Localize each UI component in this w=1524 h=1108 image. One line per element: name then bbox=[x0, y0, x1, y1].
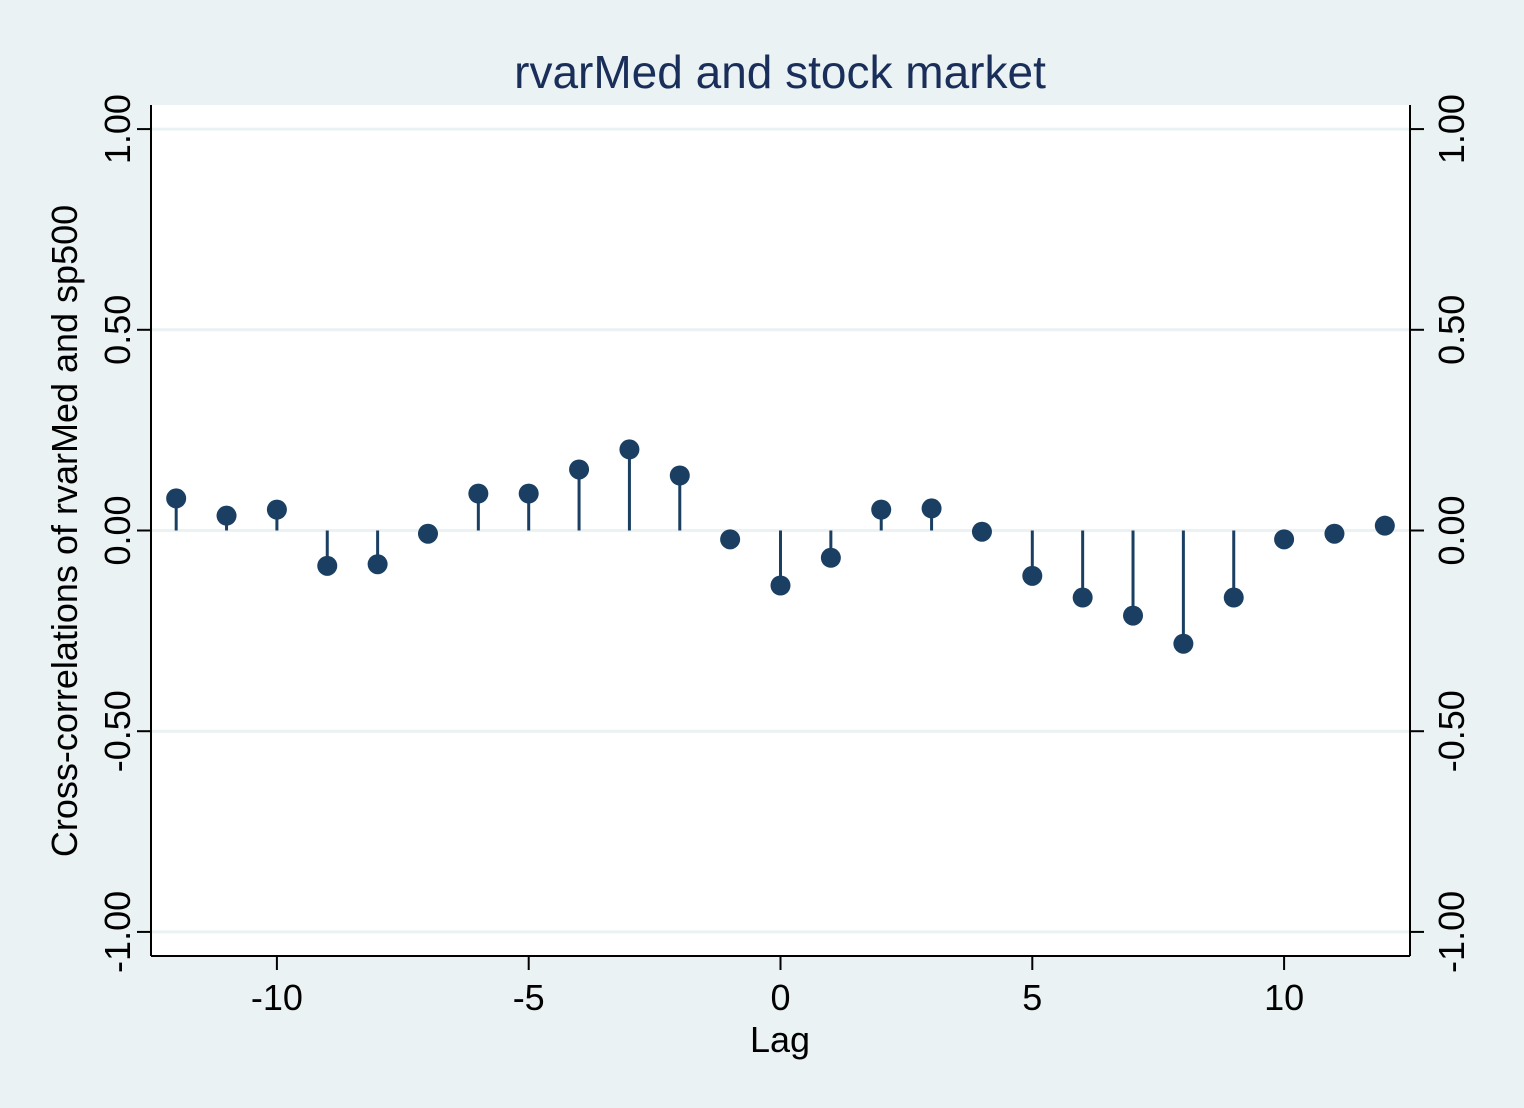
marker--3 bbox=[619, 439, 640, 460]
y-tick-label-right-2: 0.00 bbox=[1431, 495, 1472, 565]
y-tick-label-left-0: -1.00 bbox=[97, 891, 138, 973]
marker-2 bbox=[871, 499, 892, 520]
marker-1 bbox=[820, 547, 841, 568]
y-tick-label-left-3: 0.50 bbox=[97, 295, 138, 365]
marker-11 bbox=[1324, 523, 1345, 544]
marker--8 bbox=[367, 554, 388, 575]
y-axis-title: Cross-correlations of rvarMed and sp500 bbox=[44, 205, 85, 857]
y-tick-label-left-2: 0.00 bbox=[97, 495, 138, 565]
marker-0 bbox=[770, 575, 791, 596]
marker--12 bbox=[166, 488, 187, 509]
y-tick-label-right-4: 1.00 bbox=[1431, 94, 1472, 164]
y-tick-label-left-4: 1.00 bbox=[97, 94, 138, 164]
marker--4 bbox=[569, 459, 590, 480]
marker-4 bbox=[971, 521, 992, 542]
marker-6 bbox=[1072, 587, 1093, 608]
chart-title: rvarMed and stock market bbox=[514, 46, 1046, 98]
marker--10 bbox=[266, 499, 287, 520]
x-tick-label-3: 5 bbox=[1022, 977, 1042, 1018]
marker--7 bbox=[417, 523, 438, 544]
marker--11 bbox=[216, 505, 237, 526]
marker-8 bbox=[1173, 633, 1194, 654]
markers bbox=[166, 439, 1395, 654]
marker-5 bbox=[1022, 565, 1043, 586]
x-tick-label-2: 0 bbox=[770, 977, 790, 1018]
y-tick-label-left-1: -0.50 bbox=[97, 690, 138, 772]
marker--2 bbox=[669, 465, 690, 486]
marker--5 bbox=[518, 483, 539, 504]
x-tick-label-4: 10 bbox=[1264, 977, 1304, 1018]
marker-9 bbox=[1223, 587, 1244, 608]
y-tick-label-right-0: -1.00 bbox=[1431, 891, 1472, 973]
marker-7 bbox=[1123, 605, 1144, 626]
marker-12 bbox=[1374, 515, 1395, 536]
marker--6 bbox=[468, 483, 489, 504]
marker--1 bbox=[720, 529, 741, 550]
marker-10 bbox=[1274, 529, 1295, 550]
x-tick-label-0: -10 bbox=[251, 977, 303, 1018]
marker--9 bbox=[317, 555, 338, 576]
y-tick-label-right-3: 0.50 bbox=[1431, 295, 1472, 365]
axes: -1.00 -1.00 -0.50 -0.50 0.00 0.00 0.50 0.50 1.00… bbox=[97, 94, 1472, 1018]
x-axis-title: Lag bbox=[750, 1019, 810, 1060]
x-tick-label-1: -5 bbox=[513, 977, 545, 1018]
y-tick-label-right-1: -0.50 bbox=[1431, 690, 1472, 772]
marker-3 bbox=[921, 498, 942, 519]
